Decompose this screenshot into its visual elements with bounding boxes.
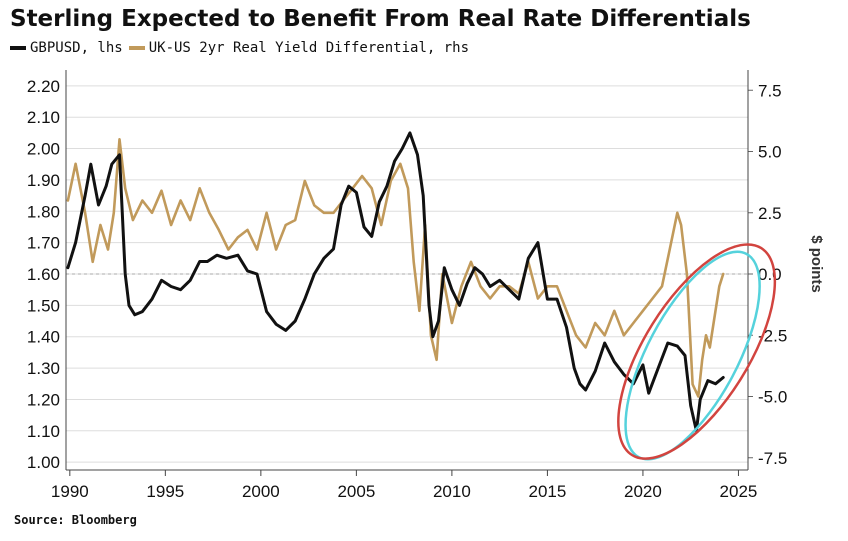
y-right-axis-label: $ points xyxy=(808,235,825,293)
x-tick-label-2: 2000 xyxy=(242,482,280,501)
y-left-tick-label-8: 1.40 xyxy=(27,328,60,347)
y-left-tick-label-12: 1.00 xyxy=(27,453,60,472)
legend-label-diff: UK-US 2yr Real Yield Differential, rhs xyxy=(148,40,470,56)
y-left-tick-label-2: 2.00 xyxy=(27,140,60,159)
chart-title: Sterling Expected to Benefit From Real R… xyxy=(10,6,751,32)
y-right-tick-label-1: 5.0 xyxy=(758,143,782,162)
legend-item-diff: UK-US 2yr Real Yield Differential, rhs xyxy=(128,40,470,56)
y-left-tick-label-10: 1.20 xyxy=(27,390,60,409)
y-right-tick-label-6: -7.5 xyxy=(758,449,787,468)
y-right-tick-label-2: 2.5 xyxy=(758,204,782,223)
highlight-ellipse-red xyxy=(617,243,777,460)
source-note: Source: Bloomberg xyxy=(14,513,137,527)
y-left-tick-label-3: 1.90 xyxy=(27,171,60,190)
y-left-tick-label-5: 1.70 xyxy=(27,234,60,253)
y-right-tick-label-3: 0.0 xyxy=(758,265,782,284)
legend-label-gbpusd: GBPUSD, lhs xyxy=(30,40,123,56)
y-left-tick-label-1: 2.10 xyxy=(27,108,60,127)
series-line-real-yield-diff xyxy=(66,138,725,398)
y-left-tick-label-11: 1.10 xyxy=(27,422,60,441)
y-left-tick-label-4: 1.80 xyxy=(27,202,60,221)
x-tick-label-7: 2025 xyxy=(720,482,758,501)
x-tick-label-0: 1990 xyxy=(51,482,89,501)
x-tick-label-5: 2015 xyxy=(528,482,566,501)
highlight-ellipse-cyan xyxy=(624,250,761,461)
y-left-tick-label-7: 1.50 xyxy=(27,296,60,315)
x-tick-label-4: 2010 xyxy=(433,482,471,501)
y-right-tick-label-5: -5.0 xyxy=(758,388,787,407)
legend-item-gbpusd: GBPUSD, lhs xyxy=(10,40,123,56)
x-tick-label-1: 1995 xyxy=(146,482,184,501)
legend: GBPUSD, lhs UK-US 2yr Real Yield Differe… xyxy=(10,40,469,56)
series-line-gbpusd xyxy=(66,131,725,433)
legend-swatch-gbpusd xyxy=(10,46,26,50)
x-tick-label-6: 2020 xyxy=(624,482,662,501)
legend-swatch-diff xyxy=(128,46,145,50)
x-tick-label-3: 2005 xyxy=(337,482,375,501)
y-left-tick-label-6: 1.60 xyxy=(27,265,60,284)
y-right-tick-label-0: 7.5 xyxy=(758,81,782,100)
y-left-tick-label-0: 2.20 xyxy=(27,77,60,96)
y-left-tick-label-9: 1.30 xyxy=(27,359,60,378)
